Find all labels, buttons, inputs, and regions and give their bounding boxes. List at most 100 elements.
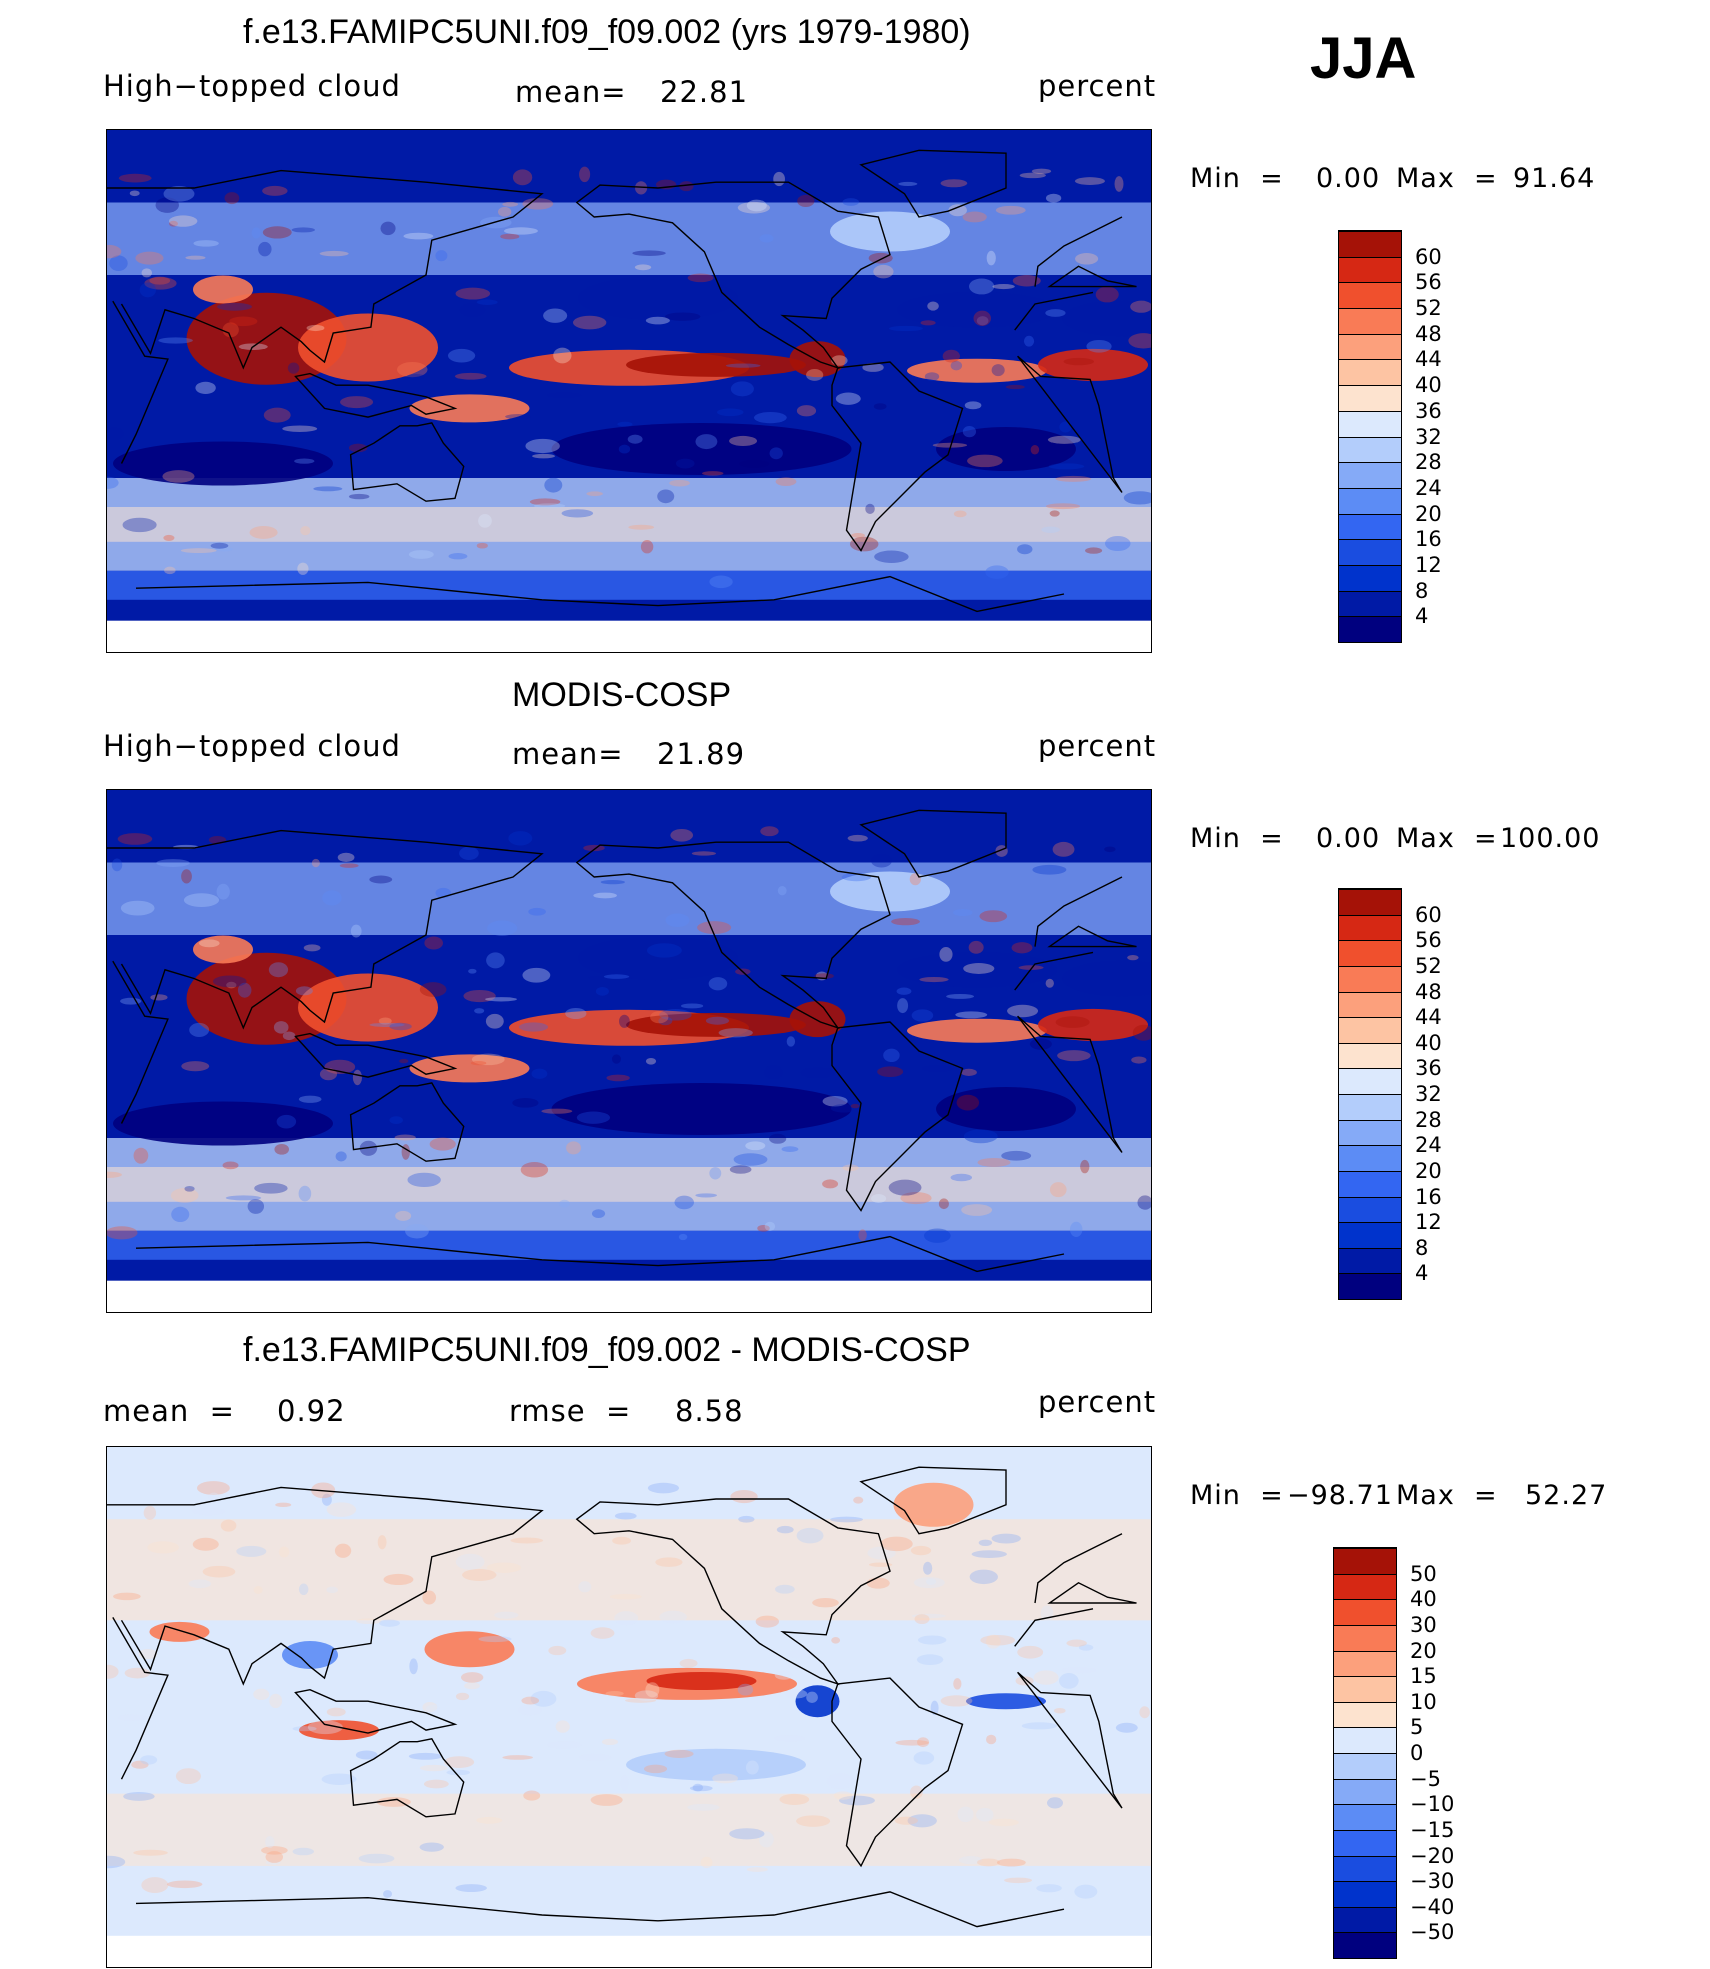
field-cell xyxy=(924,372,940,381)
field-cell xyxy=(938,1198,949,1210)
field-cell xyxy=(1048,463,1085,470)
colorbar-box xyxy=(1339,991,1401,1018)
field-cell xyxy=(335,1151,347,1162)
field-cell xyxy=(448,553,468,560)
field-cell xyxy=(779,1793,810,1805)
field-cell xyxy=(502,1755,533,1760)
field-cell xyxy=(559,1199,570,1208)
field-cell xyxy=(403,232,434,240)
coastline-indonesia xyxy=(294,1032,458,1078)
panel-2-map xyxy=(106,789,1152,1313)
panel-3-max-label: Max = xyxy=(1396,1480,1498,1511)
panel-1-min-label: Min = xyxy=(1190,163,1284,194)
field-cell xyxy=(760,826,779,837)
field-cell xyxy=(763,1065,784,1080)
field-cell xyxy=(135,251,164,265)
field-cell xyxy=(1045,309,1066,317)
coastline-greenland xyxy=(859,149,1007,218)
colorbar-box xyxy=(1334,1804,1396,1830)
colorbar-box xyxy=(1339,1017,1401,1043)
field-cell xyxy=(961,1204,993,1216)
field-cell xyxy=(806,1691,818,1703)
field-cell xyxy=(220,1519,237,1532)
field-cell xyxy=(522,967,551,983)
field-cell xyxy=(419,982,447,997)
field-cell xyxy=(376,1797,411,1807)
colorbar-box xyxy=(1334,1599,1396,1625)
field-cell xyxy=(183,893,220,907)
field-cell xyxy=(988,1818,1019,1827)
colorbar-tick-label: 60 xyxy=(1415,244,1442,269)
field-cell xyxy=(971,1550,1007,1558)
field-cell xyxy=(409,1658,418,1675)
field-cell xyxy=(969,278,995,295)
field-cell xyxy=(383,1890,393,1898)
colorbar-tick-label: 44 xyxy=(1415,1005,1442,1030)
field-cell xyxy=(968,940,984,954)
field-cell xyxy=(873,264,894,279)
field-cell xyxy=(181,1061,210,1072)
colorbar-box xyxy=(1339,1119,1401,1146)
field-cell xyxy=(1041,526,1060,533)
field-cell xyxy=(775,1584,795,1594)
panel-1-max-label: Max = xyxy=(1396,163,1498,194)
field-cell xyxy=(921,1064,954,1073)
field-cell xyxy=(1053,1707,1066,1714)
colorbar-box xyxy=(1334,1548,1396,1574)
field-cell xyxy=(292,1726,317,1732)
field-cell xyxy=(600,879,625,885)
colorbar-box xyxy=(1334,1932,1396,1958)
field-cell xyxy=(107,244,122,259)
colorbar-box xyxy=(1339,564,1401,591)
panel-3-rmse-value: 8.58 xyxy=(675,1394,744,1428)
field-cell xyxy=(894,1816,918,1825)
field-cell xyxy=(930,1700,939,1716)
field-cell xyxy=(725,363,761,368)
field-cell xyxy=(888,1179,922,1196)
field-cell xyxy=(476,1816,503,1824)
coastline-africa xyxy=(112,951,1123,1153)
field-cell xyxy=(991,1533,1021,1544)
field-cell xyxy=(326,1586,338,1594)
field-cell xyxy=(216,302,252,311)
field-cell xyxy=(883,1048,900,1063)
field-cell xyxy=(1074,177,1105,185)
colorbar-tick-label: 52 xyxy=(1415,953,1442,978)
subtropical-atlantic-clear xyxy=(897,951,1057,988)
field-cell xyxy=(162,470,195,483)
panel-2-min-value: 0.00 xyxy=(1316,823,1381,854)
field-cell xyxy=(543,308,568,323)
field-cell xyxy=(1032,864,1067,875)
field-cell xyxy=(830,1516,864,1523)
field-cell xyxy=(697,921,732,934)
colorbar-box xyxy=(1339,616,1401,642)
southern-difference-band xyxy=(107,1793,1151,1866)
field-cell xyxy=(911,1613,946,1619)
colorbar-tick-label: −50 xyxy=(1410,1920,1455,1945)
field-cell xyxy=(268,962,289,978)
field-cell xyxy=(729,435,758,446)
field-cell xyxy=(129,190,140,197)
field-cell xyxy=(422,1702,438,1713)
panel-2-mean-label: mean= xyxy=(512,737,624,771)
field-cell xyxy=(729,1828,765,1840)
field-cell xyxy=(687,273,714,283)
subtropical-pacific-clear xyxy=(578,936,738,981)
field-cell xyxy=(609,1593,642,1600)
field-cell xyxy=(369,1022,405,1027)
northern-storm-track xyxy=(107,202,1151,275)
coastline-samerica xyxy=(831,361,964,552)
colorbar-box xyxy=(1339,914,1401,941)
field-cell xyxy=(1036,1884,1062,1893)
field-cell xyxy=(401,1144,410,1160)
coastline-indonesia xyxy=(294,1688,458,1734)
field-cell xyxy=(764,1221,776,1231)
field-cell xyxy=(730,1490,758,1504)
field-cell xyxy=(531,1068,548,1079)
field-cell xyxy=(149,276,171,285)
panel-1-unit: percent xyxy=(1038,69,1157,103)
field-cell xyxy=(634,264,652,271)
field-cell xyxy=(282,1031,296,1041)
field-cell xyxy=(1045,978,1054,988)
field-cell xyxy=(1130,300,1151,313)
